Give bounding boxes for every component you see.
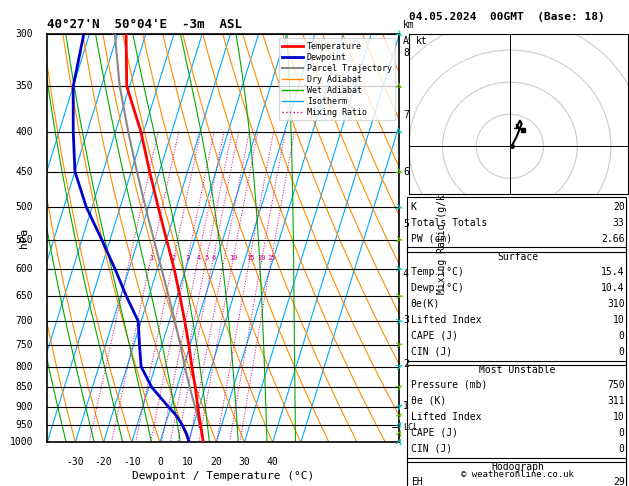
Text: 20: 20 [613, 202, 625, 212]
Text: km: km [403, 20, 415, 30]
Text: 0: 0 [619, 444, 625, 454]
Text: -30: -30 [67, 456, 84, 467]
Text: Most Unstable: Most Unstable [479, 365, 556, 375]
Text: 310: 310 [607, 299, 625, 309]
Text: 5: 5 [204, 255, 209, 260]
Text: Dewpoint / Temperature (°C): Dewpoint / Temperature (°C) [132, 471, 314, 481]
Text: © weatheronline.co.uk: © weatheronline.co.uk [461, 469, 574, 479]
Text: 850: 850 [16, 382, 33, 392]
Text: 10: 10 [613, 412, 625, 422]
Text: 30: 30 [238, 456, 250, 467]
Text: 0: 0 [619, 347, 625, 357]
Text: 0: 0 [157, 456, 163, 467]
Text: Totals Totals: Totals Totals [411, 218, 487, 228]
Text: 500: 500 [16, 202, 33, 212]
Text: K: K [411, 202, 416, 212]
Text: 4: 4 [196, 255, 201, 260]
Text: 7: 7 [403, 110, 409, 120]
Text: 2: 2 [172, 255, 176, 260]
Text: 650: 650 [16, 291, 33, 301]
Text: θe(K): θe(K) [411, 299, 440, 309]
Text: 1: 1 [403, 401, 409, 411]
Text: 2.66: 2.66 [601, 234, 625, 244]
Text: 900: 900 [16, 401, 33, 412]
Text: PW (cm): PW (cm) [411, 234, 452, 244]
Text: 300: 300 [16, 29, 33, 39]
Text: Lifted Index: Lifted Index [411, 315, 481, 325]
Text: -10: -10 [123, 456, 140, 467]
Text: 800: 800 [16, 362, 33, 372]
Text: 10: 10 [182, 456, 194, 467]
Text: 29: 29 [613, 477, 625, 486]
Text: 950: 950 [16, 420, 33, 430]
Text: 350: 350 [16, 81, 33, 91]
Text: 10: 10 [613, 315, 625, 325]
Text: 750: 750 [16, 340, 33, 350]
Text: CAPE (J): CAPE (J) [411, 428, 458, 438]
Text: 15: 15 [246, 255, 254, 260]
Text: Surface: Surface [497, 252, 538, 262]
Text: ASL: ASL [403, 36, 421, 46]
Text: LCL: LCL [403, 423, 418, 432]
Text: 4: 4 [403, 269, 409, 278]
Text: 600: 600 [16, 264, 33, 274]
Legend: Temperature, Dewpoint, Parcel Trajectory, Dry Adiabat, Wet Adiabat, Isotherm, Mi: Temperature, Dewpoint, Parcel Trajectory… [279, 38, 395, 121]
Text: 20: 20 [258, 255, 266, 260]
Text: 04.05.2024  00GMT  (Base: 18): 04.05.2024 00GMT (Base: 18) [409, 12, 604, 22]
Text: 15.4: 15.4 [601, 267, 625, 277]
Text: 40°27'N  50°04'E  -3m  ASL: 40°27'N 50°04'E -3m ASL [47, 18, 242, 32]
Text: 33: 33 [613, 218, 625, 228]
Text: 8: 8 [403, 48, 409, 58]
Text: CAPE (J): CAPE (J) [411, 331, 458, 341]
Text: Lifted Index: Lifted Index [411, 412, 481, 422]
Text: 10: 10 [229, 255, 238, 260]
Text: 6: 6 [211, 255, 216, 260]
Text: -20: -20 [95, 456, 113, 467]
Text: CIN (J): CIN (J) [411, 347, 452, 357]
Text: 0: 0 [619, 428, 625, 438]
Text: 1000: 1000 [9, 437, 33, 447]
Text: Hodograph: Hodograph [491, 462, 544, 472]
Text: 10.4: 10.4 [601, 283, 625, 293]
Text: kt: kt [416, 35, 427, 46]
Text: 400: 400 [16, 126, 33, 137]
Text: EH: EH [411, 477, 423, 486]
Text: 20: 20 [210, 456, 222, 467]
Text: 6: 6 [403, 167, 409, 176]
Text: Temp (°C): Temp (°C) [411, 267, 464, 277]
Text: 3: 3 [403, 315, 409, 325]
Text: hPa: hPa [19, 228, 30, 248]
Text: 1: 1 [149, 255, 153, 260]
Text: CIN (J): CIN (J) [411, 444, 452, 454]
Text: 3: 3 [186, 255, 190, 260]
Text: 750: 750 [607, 380, 625, 390]
Text: Pressure (mb): Pressure (mb) [411, 380, 487, 390]
Text: 25: 25 [267, 255, 276, 260]
Text: Mixing Ratio (g/kg): Mixing Ratio (g/kg) [437, 182, 447, 294]
Text: 550: 550 [16, 235, 33, 244]
Text: 450: 450 [16, 167, 33, 176]
Text: 700: 700 [16, 316, 33, 326]
Text: Dewp (°C): Dewp (°C) [411, 283, 464, 293]
Text: 40: 40 [267, 456, 279, 467]
Text: θe (K): θe (K) [411, 396, 446, 406]
Text: 0: 0 [619, 331, 625, 341]
Text: 311: 311 [607, 396, 625, 406]
Text: 5: 5 [403, 219, 409, 229]
Text: 2: 2 [403, 359, 409, 368]
